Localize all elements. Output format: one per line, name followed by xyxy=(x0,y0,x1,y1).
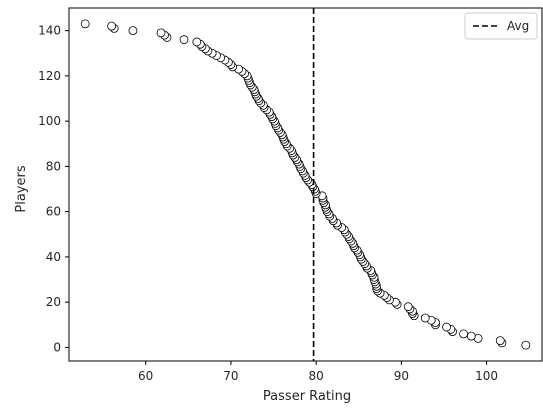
data-point xyxy=(420,313,430,323)
data-point xyxy=(156,28,166,38)
data-point xyxy=(521,340,531,350)
legend-label-avg: Avg xyxy=(507,19,529,33)
y-tick-label: 80 xyxy=(46,159,61,173)
y-tick-label: 40 xyxy=(46,250,61,264)
y-tick-label: 20 xyxy=(46,295,61,309)
data-point xyxy=(192,37,202,47)
y-tick-label: 0 xyxy=(53,340,61,354)
x-axis-label: Passer Rating xyxy=(263,389,351,404)
x-tick-label: 70 xyxy=(223,369,238,383)
data-point xyxy=(495,336,505,346)
legend: Avg xyxy=(464,12,538,40)
y-tick-label: 120 xyxy=(38,69,61,83)
data-point xyxy=(403,302,413,312)
y-tick-label: 100 xyxy=(38,114,61,128)
x-tick-label: 100 xyxy=(475,369,498,383)
data-point xyxy=(459,329,468,339)
x-tick-label: 60 xyxy=(138,369,153,383)
data-point xyxy=(466,331,476,341)
data-point xyxy=(179,35,189,45)
data-point xyxy=(442,322,451,332)
y-tick-label: 60 xyxy=(46,205,61,219)
legend-box xyxy=(464,12,538,40)
y-tick-label: 140 xyxy=(38,24,61,38)
plot-frame xyxy=(68,7,543,362)
axes: 60 70 80 90 100 0 20 40 60 80 100 120 140 xyxy=(38,7,543,383)
data-point xyxy=(107,21,117,31)
data-point xyxy=(80,19,90,29)
x-tick-label: 90 xyxy=(394,369,409,383)
y-axis-label: Players xyxy=(14,165,29,212)
x-tick-label: 80 xyxy=(309,369,324,383)
data-point xyxy=(128,26,138,36)
plot-area xyxy=(80,8,531,361)
